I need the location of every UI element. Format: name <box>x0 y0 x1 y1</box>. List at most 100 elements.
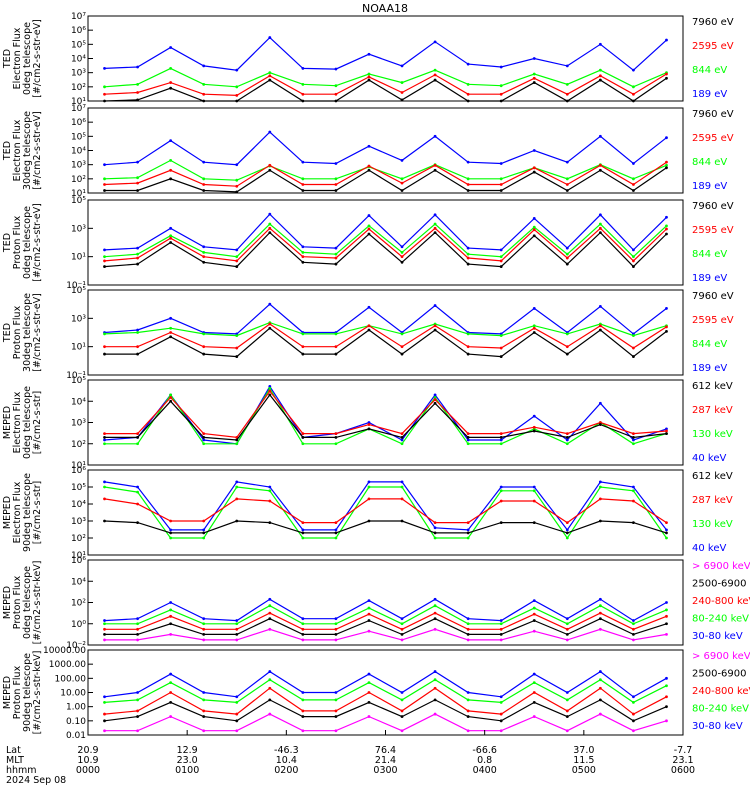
data-point <box>400 159 404 162</box>
data-point <box>169 531 173 535</box>
data-point <box>367 324 371 328</box>
data-point <box>499 84 503 88</box>
data-point <box>499 701 503 704</box>
y-tick-label: 10⁵ <box>71 132 86 142</box>
data-point <box>598 678 602 682</box>
legend-entry: 2500-6900 <box>692 669 747 680</box>
data-point <box>565 256 569 260</box>
data-point <box>499 719 503 723</box>
orbit-value: 11.5 <box>573 755 594 766</box>
data-point <box>665 531 668 535</box>
data-point <box>367 75 371 79</box>
data-point <box>466 438 470 442</box>
data-point <box>169 86 173 90</box>
y-tick-label: 0.01 <box>66 731 86 741</box>
data-point <box>632 189 635 192</box>
data-point <box>169 396 173 399</box>
data-point <box>499 485 503 489</box>
series-line-2 <box>104 323 667 349</box>
data-point <box>665 432 668 436</box>
data-point <box>268 322 272 326</box>
data-point <box>301 92 305 96</box>
data-point <box>103 85 106 89</box>
series-line-3 <box>104 77 667 102</box>
data-point <box>301 432 305 436</box>
y-tick-label: 10⁴ <box>71 577 86 587</box>
data-point <box>334 92 338 96</box>
panel-1: 10¹ 10² 10³ 10⁴ 10⁵ 10⁶ 10⁷ TED Electron Flux 0de… <box>2 12 734 107</box>
data-point <box>334 536 338 540</box>
data-point <box>565 252 569 256</box>
data-point <box>565 709 569 713</box>
series-line-4 <box>104 713 667 732</box>
data-point <box>598 324 602 328</box>
data-point <box>598 163 602 167</box>
data-point <box>169 177 173 181</box>
data-point <box>334 352 338 356</box>
data-point <box>565 160 569 164</box>
legend-entry: > 6900 keV <box>692 561 750 572</box>
y-tick-label: 10⁰ <box>71 620 86 630</box>
data-point <box>334 345 338 349</box>
data-point <box>235 619 239 622</box>
legend-entry: 189 eV <box>692 273 727 284</box>
data-point <box>169 393 173 397</box>
data-point <box>565 638 569 642</box>
data-point <box>632 177 635 181</box>
series-line-0 <box>104 385 667 445</box>
data-point <box>235 259 239 263</box>
data-point <box>136 632 139 636</box>
data-point <box>235 435 239 439</box>
data-point <box>235 632 239 636</box>
data-point <box>235 622 239 626</box>
data-point <box>400 432 404 436</box>
data-point <box>202 698 206 702</box>
data-point <box>136 698 139 702</box>
data-point <box>334 638 338 642</box>
series-line-1 <box>104 159 667 181</box>
series-line-0 <box>104 303 667 335</box>
data-point <box>367 691 371 694</box>
data-point <box>400 345 404 349</box>
legend-entry: 80-240 keV <box>692 704 749 715</box>
orbit-value: 37.0 <box>573 745 594 756</box>
y-tick-label: 10.00 <box>60 689 86 699</box>
legend-entry: 240-800 keV <box>692 686 750 697</box>
data-point <box>301 255 305 259</box>
y-tick-label: 10⁴ <box>71 55 86 65</box>
panel-frame <box>87 107 684 194</box>
data-point <box>334 729 338 733</box>
series-line-3 <box>104 393 667 441</box>
data-point <box>665 705 668 709</box>
data-point <box>136 262 139 266</box>
data-point <box>235 265 239 268</box>
data-point <box>400 627 404 631</box>
data-point <box>202 432 206 436</box>
data-point <box>532 307 536 310</box>
data-point <box>301 528 305 532</box>
data-point <box>532 499 536 503</box>
data-point <box>499 521 503 525</box>
y-tick-label: 10⁵ <box>71 483 86 493</box>
data-point <box>136 345 139 349</box>
panel-frame <box>87 289 684 376</box>
data-point <box>665 536 668 540</box>
data-point <box>632 265 635 268</box>
data-point <box>466 435 470 439</box>
orbit-value: 76.4 <box>375 745 396 756</box>
legend-entry: 612 keV <box>692 471 733 482</box>
data-point <box>499 162 503 165</box>
data-point <box>665 224 668 228</box>
data-point <box>499 183 503 186</box>
data-point <box>665 232 668 236</box>
y-axis-label-line: TED <box>2 323 13 343</box>
data-point <box>235 184 239 188</box>
data-point <box>598 670 602 673</box>
data-point <box>499 438 503 442</box>
data-point <box>202 709 206 713</box>
y-tick-label: 10⁷ <box>71 12 86 22</box>
data-point <box>367 305 371 309</box>
data-point <box>632 521 635 525</box>
data-point <box>466 92 470 96</box>
data-point <box>202 531 206 535</box>
